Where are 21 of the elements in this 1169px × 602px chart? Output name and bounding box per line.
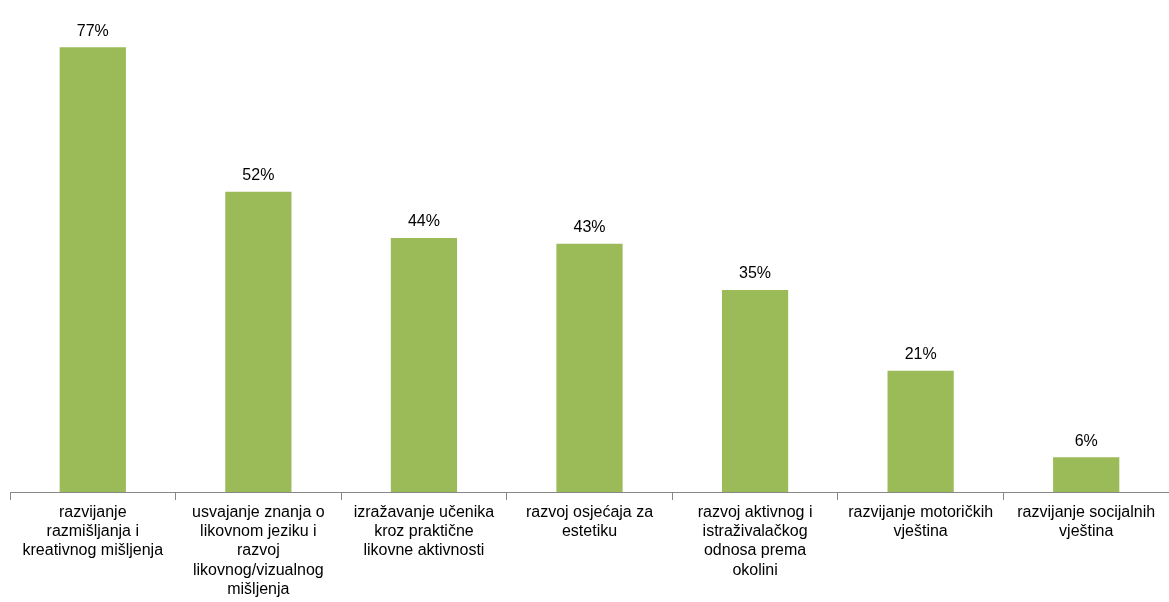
data-label: 44% <box>407 212 440 230</box>
x-tick-label: razvijanje socijalnih vještina <box>1017 503 1156 540</box>
data-label: 21% <box>904 345 937 363</box>
data-label: 6% <box>1074 431 1098 449</box>
bar <box>721 289 789 492</box>
data-label: 52% <box>242 166 275 184</box>
bar <box>59 47 126 492</box>
data-label: 77% <box>76 21 109 39</box>
bar <box>390 237 458 492</box>
x-tick-label: razvijanje razmišljanja i kreativnog mišljenja <box>22 503 164 559</box>
bar <box>225 191 292 492</box>
data-label: 35% <box>739 264 772 282</box>
x-tick-label: razvijanje motoričkih vještina <box>848 503 994 540</box>
bar <box>556 243 623 492</box>
bar <box>1053 457 1120 492</box>
x-tick-label: izražavanje učenika kroz praktične likovne aktivnosti <box>353 503 495 559</box>
data-label: 43% <box>573 218 606 236</box>
x-tick-label: usvajanje znanja o likovnom jeziku i razvoj likovnog/vizualnog mišljenja <box>192 503 325 597</box>
x-tick-label: razvoj osjećaja za estetiku <box>525 503 654 540</box>
x-tick-label: razvoj aktivnog i istraživalačkog odnosa prema okolini <box>697 503 813 578</box>
bar <box>887 370 954 492</box>
